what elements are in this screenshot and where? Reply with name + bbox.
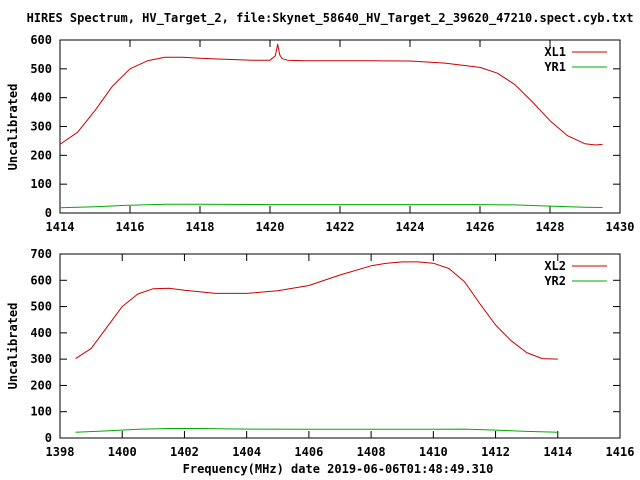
y-tick-label: 200 <box>30 378 52 392</box>
page-title: HIRES Spectrum, HV_Target_2, file:Skynet… <box>27 11 634 26</box>
x-tick-label: 1404 <box>232 445 261 459</box>
x-axis-label: Frequency(MHz) date 2019-06-06T01:48:49.… <box>183 462 494 476</box>
x-tick-label: 1416 <box>116 220 145 234</box>
x-tick-label: 1398 <box>46 445 75 459</box>
x-tick-label: 1408 <box>357 445 386 459</box>
series-line-xl2 <box>75 261 558 360</box>
plot-frame <box>59 253 621 439</box>
x-tick-label: 1428 <box>536 220 565 234</box>
y-tick-label: 300 <box>30 120 52 134</box>
legend-label: XL1 <box>544 45 566 59</box>
y-tick-label: 400 <box>30 91 52 105</box>
x-tick-label: 1422 <box>326 220 355 234</box>
legend-label: YR1 <box>544 60 566 74</box>
y-tick-label: 400 <box>30 326 52 340</box>
x-tick-label: 1414 <box>46 220 75 234</box>
x-tick-label: 1418 <box>186 220 215 234</box>
x-tick-label: 1430 <box>606 220 635 234</box>
y-tick-label: 0 <box>45 206 52 220</box>
x-tick-label: 1426 <box>466 220 495 234</box>
y-tick-label: 300 <box>30 352 52 366</box>
legend-label: XL2 <box>544 259 566 273</box>
x-tick-label: 1412 <box>481 445 510 459</box>
series-line-yr2 <box>75 428 558 433</box>
y-tick-label: 600 <box>30 33 52 47</box>
y-tick-label: 200 <box>30 148 52 162</box>
x-tick-label: 1420 <box>256 220 285 234</box>
y-tick-label: 600 <box>30 273 52 287</box>
x-tick-label: 1402 <box>170 445 199 459</box>
y-tick-label: 100 <box>30 177 52 191</box>
x-tick-label: 1410 <box>419 445 448 459</box>
x-tick-label: 1414 <box>543 445 572 459</box>
y-tick-label: 500 <box>30 62 52 76</box>
series-line-yr1 <box>59 203 603 209</box>
spectrum-panel-1: Uncalibrated 0 100 200 300 400 500 600 1414 1416 1… <box>6 33 634 234</box>
spectrum-panel-2: Uncalibrated 0 100 200 300 400 500 600 700 1398 14… <box>6 247 634 459</box>
x-tick-label: 1400 <box>108 445 137 459</box>
y-axis-label: Uncalibrated <box>6 84 20 171</box>
y-tick-label: 0 <box>45 431 52 445</box>
y-tick-label: 700 <box>30 247 52 261</box>
legend-label: YR2 <box>544 274 566 288</box>
plot-frame <box>59 39 621 214</box>
x-tick-label: 1406 <box>294 445 323 459</box>
y-tick-label: 100 <box>30 405 52 419</box>
y-axis-label: Uncalibrated <box>6 303 20 390</box>
x-tick-label: 1424 <box>396 220 425 234</box>
x-tick-label: 1416 <box>606 445 635 459</box>
series-line-xl1 <box>59 43 603 146</box>
y-tick-label: 500 <box>30 300 52 314</box>
